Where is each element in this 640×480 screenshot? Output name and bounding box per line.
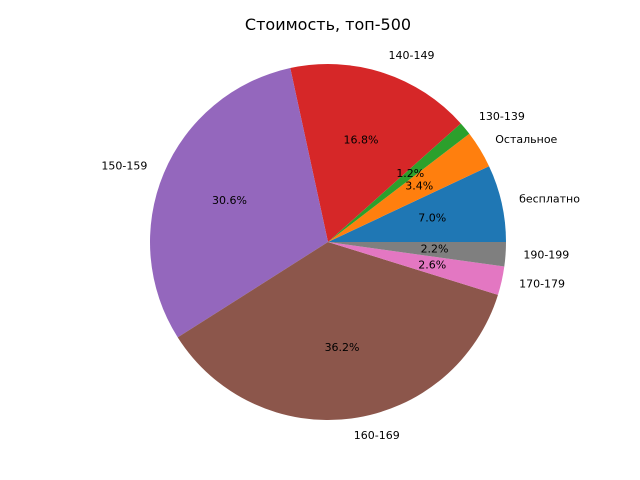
pie-slice-190-199 (328, 242, 506, 267)
pie-percent-label: 16.8% (344, 133, 379, 146)
pie-slice-170-179 (328, 242, 505, 295)
pie-slice-130-139 (328, 123, 470, 242)
pie-percent-label: 7.0% (418, 212, 446, 225)
pie-percent-label: 36.2% (325, 341, 360, 354)
pie-percent-label: 3.4% (405, 179, 433, 192)
pie-percent-label: 2.2% (421, 242, 449, 255)
pie-category-label: 140-149 (389, 49, 435, 62)
pie-percent-label: 1.2% (396, 167, 424, 180)
chart-title: Стоимость, топ-500 (245, 15, 411, 34)
pie-category-label: 160-169 (354, 429, 400, 442)
pie-category-label: 170-179 (519, 278, 565, 291)
labels-group: 7.0% бесплатно 3.4% Остальное 1.2% 130-139 16.… (101, 49, 580, 442)
pie-slice-бесплатно (328, 166, 506, 242)
pie-category-label: 130-139 (479, 110, 525, 123)
pie-percent-label: 2.6% (418, 258, 446, 271)
pie-category-label: 150-159 (101, 160, 147, 173)
pie-slice-150-159 (150, 68, 328, 338)
pie-category-label: Остальное (495, 133, 557, 146)
slices-group (150, 63, 506, 420)
pie-category-label: 190-199 (523, 249, 569, 262)
pie-slice-Остальное (328, 133, 490, 242)
pie-category-label: бесплатно (519, 192, 580, 205)
pie-percent-label: 30.6% (212, 194, 247, 207)
pie-slice-160-169 (177, 242, 498, 420)
pie-slice-140-149 (290, 63, 461, 243)
